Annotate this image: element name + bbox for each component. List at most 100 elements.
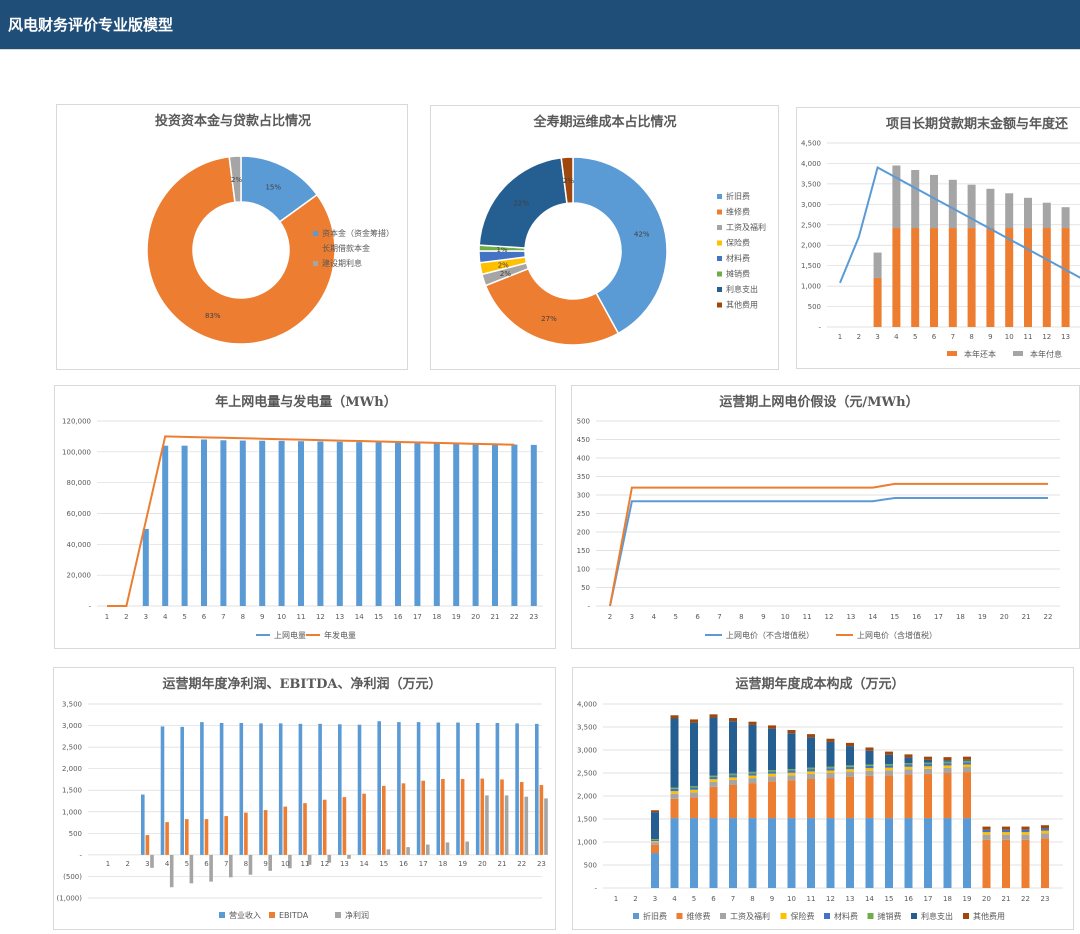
y-tick-label: 2,500 bbox=[577, 770, 597, 778]
bar-materials bbox=[865, 765, 874, 769]
x-tick-label: 19 bbox=[452, 613, 461, 621]
y-tick-label: 3,000 bbox=[62, 722, 82, 730]
bar-ebitda bbox=[224, 816, 228, 855]
bar-grid-energy bbox=[220, 440, 227, 606]
bar-depreciation bbox=[924, 818, 932, 888]
x-tick-label: 16 bbox=[399, 860, 408, 868]
bar-interest bbox=[1061, 207, 1070, 229]
bar-wages bbox=[670, 793, 679, 799]
bar-interest bbox=[986, 188, 995, 229]
bar-other bbox=[885, 751, 893, 755]
x-tick-label: 6 bbox=[204, 860, 209, 868]
bar-maintenance bbox=[768, 781, 776, 819]
bar-ebitda bbox=[145, 835, 150, 855]
bar-depreciation bbox=[846, 818, 854, 888]
y-tick-label: 80,000 bbox=[67, 479, 92, 487]
bar-net-profit bbox=[307, 854, 312, 865]
bar-insurance bbox=[690, 789, 698, 793]
bar-amortization bbox=[826, 766, 835, 769]
donut-slice bbox=[484, 267, 620, 346]
bar-principal bbox=[1061, 228, 1070, 327]
x-tick-label: 3 bbox=[653, 895, 657, 903]
bar-insurance bbox=[904, 766, 913, 770]
bar-net-profit bbox=[465, 841, 469, 855]
bar-net-profit bbox=[288, 854, 292, 869]
bar-materials bbox=[1002, 829, 1010, 833]
bar-revenue bbox=[456, 722, 460, 855]
legend-swatch bbox=[1013, 351, 1023, 356]
bar-grid-energy bbox=[375, 442, 382, 606]
x-tick-label: 7 bbox=[221, 613, 225, 621]
donut-slice bbox=[572, 156, 668, 335]
data-label: 83% bbox=[205, 312, 221, 320]
bar-ebitda bbox=[322, 799, 327, 855]
bar-maintenance bbox=[924, 773, 932, 819]
x-tick-label: 13 bbox=[335, 613, 344, 621]
y-tick-label: 1,500 bbox=[577, 816, 597, 824]
bar-maintenance bbox=[963, 772, 971, 819]
bar-interest bbox=[885, 754, 893, 765]
bar-insurance bbox=[963, 764, 971, 768]
bar-materials bbox=[982, 829, 991, 833]
y-tick-label: 2,000 bbox=[801, 242, 821, 250]
y-tick-label: 4,500 bbox=[801, 140, 821, 148]
x-tick-label: 10 bbox=[1005, 333, 1014, 341]
bar-insurance bbox=[982, 832, 991, 835]
legend-label: EBITDA bbox=[279, 911, 309, 920]
x-tick-label: 1 bbox=[838, 333, 842, 341]
bar-maintenance bbox=[826, 778, 835, 819]
bar-grid-energy bbox=[511, 444, 518, 606]
bar-grid-energy bbox=[414, 443, 421, 606]
data-label: 27% bbox=[541, 315, 557, 323]
data-label: 2% bbox=[498, 261, 509, 269]
y-tick-label: (1,000) bbox=[56, 895, 82, 903]
y-tick-label: (500) bbox=[63, 873, 82, 881]
legend-swatch bbox=[335, 912, 341, 918]
y-tick-label: 500 bbox=[69, 830, 82, 838]
y-tick-label: 100,000 bbox=[62, 448, 91, 456]
bar-materials bbox=[924, 764, 932, 767]
legend-label: 资本金（资金筹措） bbox=[322, 228, 394, 238]
y-tick-label: 1,000 bbox=[62, 808, 82, 816]
legend-label: 年发电量 bbox=[324, 630, 356, 640]
y-tick-label: 3,500 bbox=[801, 180, 821, 188]
chart-title: 项目长期贷款期末金额与年度还 bbox=[886, 116, 1069, 132]
bar-ebitda bbox=[460, 779, 465, 855]
bar-net-profit bbox=[406, 847, 410, 855]
data-label: 2% bbox=[563, 177, 574, 185]
legend-swatch bbox=[717, 194, 722, 199]
x-tick-label: 11 bbox=[301, 860, 310, 868]
bar-depreciation bbox=[787, 818, 796, 888]
data-label: 22% bbox=[513, 199, 529, 207]
legend-swatch bbox=[717, 271, 722, 277]
bar-other bbox=[729, 718, 737, 722]
legend-swatch bbox=[717, 240, 722, 246]
bar-grid-energy bbox=[142, 528, 149, 606]
bar-amortization bbox=[651, 839, 659, 840]
bar-revenue bbox=[436, 722, 441, 855]
x-tick-label: 2 bbox=[125, 860, 129, 868]
legend-label: 净利润 bbox=[345, 910, 369, 920]
bar-insurance bbox=[807, 771, 815, 774]
y-tick-label: 2,500 bbox=[62, 744, 82, 752]
x-tick-label: 18 bbox=[943, 895, 952, 903]
x-tick-label: 22 bbox=[510, 613, 519, 621]
bar-wages bbox=[690, 792, 698, 798]
bar-wages bbox=[963, 767, 971, 773]
bar-materials bbox=[651, 839, 659, 842]
bar-principal bbox=[1024, 228, 1032, 327]
y-tick-label: 450 bbox=[577, 436, 590, 444]
bar-maintenance bbox=[904, 774, 913, 819]
bar-net-profit bbox=[386, 849, 391, 855]
bar-grid-energy bbox=[201, 439, 207, 606]
bar-interest bbox=[729, 721, 737, 774]
chart-tariff: 运营期上网电价假设（元/MWh） - 50 100 150 200 250 300 350 400… bbox=[577, 394, 1060, 640]
data-label: 2% bbox=[500, 270, 511, 278]
bar-wages bbox=[729, 779, 737, 785]
bar-wages bbox=[924, 768, 932, 774]
bar-maintenance bbox=[865, 775, 874, 819]
x-tick-label: 4 bbox=[672, 895, 677, 903]
chart-title: 运营期年度净利润、EBITDA、净利润（万元） bbox=[162, 676, 441, 692]
bar-other bbox=[1002, 826, 1010, 830]
